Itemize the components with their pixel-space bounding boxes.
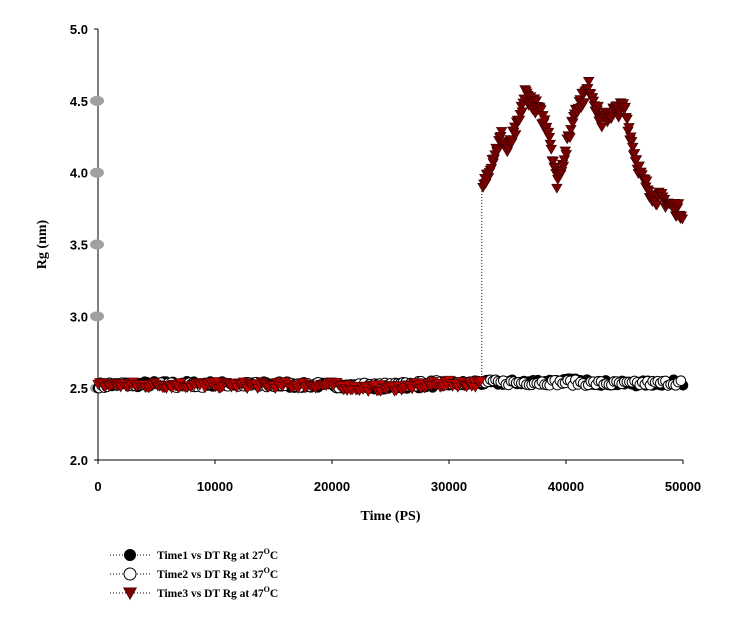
legend-label: Time3 vs DT Rg at 47OC (157, 585, 278, 600)
x-tick-label: 0 (94, 479, 101, 494)
data-point (676, 214, 689, 225)
data-point (551, 183, 563, 194)
y-tick-label: 4.5 (70, 94, 88, 109)
data-point (651, 200, 663, 211)
legend-label: Time1 vs DT Rg at 27OC (157, 547, 278, 562)
data-point (495, 127, 508, 137)
data-point (626, 142, 639, 153)
data-point (630, 155, 643, 165)
data-point (578, 98, 590, 108)
data-point (542, 127, 555, 138)
data-point (641, 176, 653, 187)
x-tick-label: 20000 (314, 479, 350, 494)
axis-overlap-markers (90, 95, 104, 394)
data-point (628, 149, 641, 159)
y-axis-gray-marker (90, 167, 104, 178)
y-axis-title: Rg (nm) (35, 219, 50, 269)
axes: 2.0 2.5 3.0 3.5 4.0 4.5 5.0 0 10000 20000 30000 400… (70, 22, 701, 494)
data-point (474, 376, 487, 387)
data-point (506, 137, 518, 148)
y-axis-gray-marker (90, 95, 104, 106)
data-point (626, 137, 638, 147)
y-tick-label: 3.0 (70, 309, 88, 324)
data-point (619, 102, 631, 113)
data-point (545, 144, 557, 155)
data-point (509, 130, 522, 141)
series-time3 (92, 77, 689, 397)
plot-area (92, 77, 689, 397)
data-point (369, 380, 382, 391)
y-tick-label: 2.0 (70, 453, 88, 468)
legend-marker-filled-circle (124, 549, 136, 561)
data-point (596, 122, 608, 133)
data-point (623, 123, 635, 133)
x-tick-label: 40000 (548, 479, 584, 494)
data-point (592, 101, 604, 112)
data-point (672, 199, 685, 209)
data-point (492, 145, 504, 155)
legend-marker-open-circle (123, 567, 137, 581)
data-point (547, 156, 559, 167)
y-axis-gray-marker (90, 311, 104, 322)
x-tick-label: 30000 (431, 479, 467, 494)
data-point (560, 150, 572, 160)
y-tick-label: 4.0 (70, 166, 88, 181)
data-point (621, 114, 633, 125)
data-point (633, 161, 645, 172)
legend-label: Time2 vs DT Rg at 37OC (157, 566, 278, 581)
y-tick-label: 2.5 (70, 381, 88, 396)
x-axis-title: Time (PS) (360, 509, 420, 524)
x-tick-label: 10000 (197, 479, 233, 494)
data-point (530, 96, 543, 107)
data-point (565, 125, 577, 135)
data-point (544, 139, 557, 150)
x-tick-label: 50000 (665, 479, 701, 494)
legend-marker-triangle (122, 587, 138, 601)
data-point (564, 133, 576, 143)
legend: Time1 vs DT Rg at 27OC Time2 vs DT Rg at … (110, 547, 278, 601)
y-tick-label: 5.0 (70, 22, 88, 37)
y-tick-label: 3.5 (70, 238, 88, 253)
data-point (516, 107, 528, 118)
data-point (543, 133, 556, 143)
data-point (675, 375, 687, 386)
data-point (535, 105, 547, 116)
data-point (582, 77, 595, 87)
data-point (538, 115, 551, 126)
y-axis-gray-marker (90, 239, 104, 250)
data-point (540, 122, 553, 133)
